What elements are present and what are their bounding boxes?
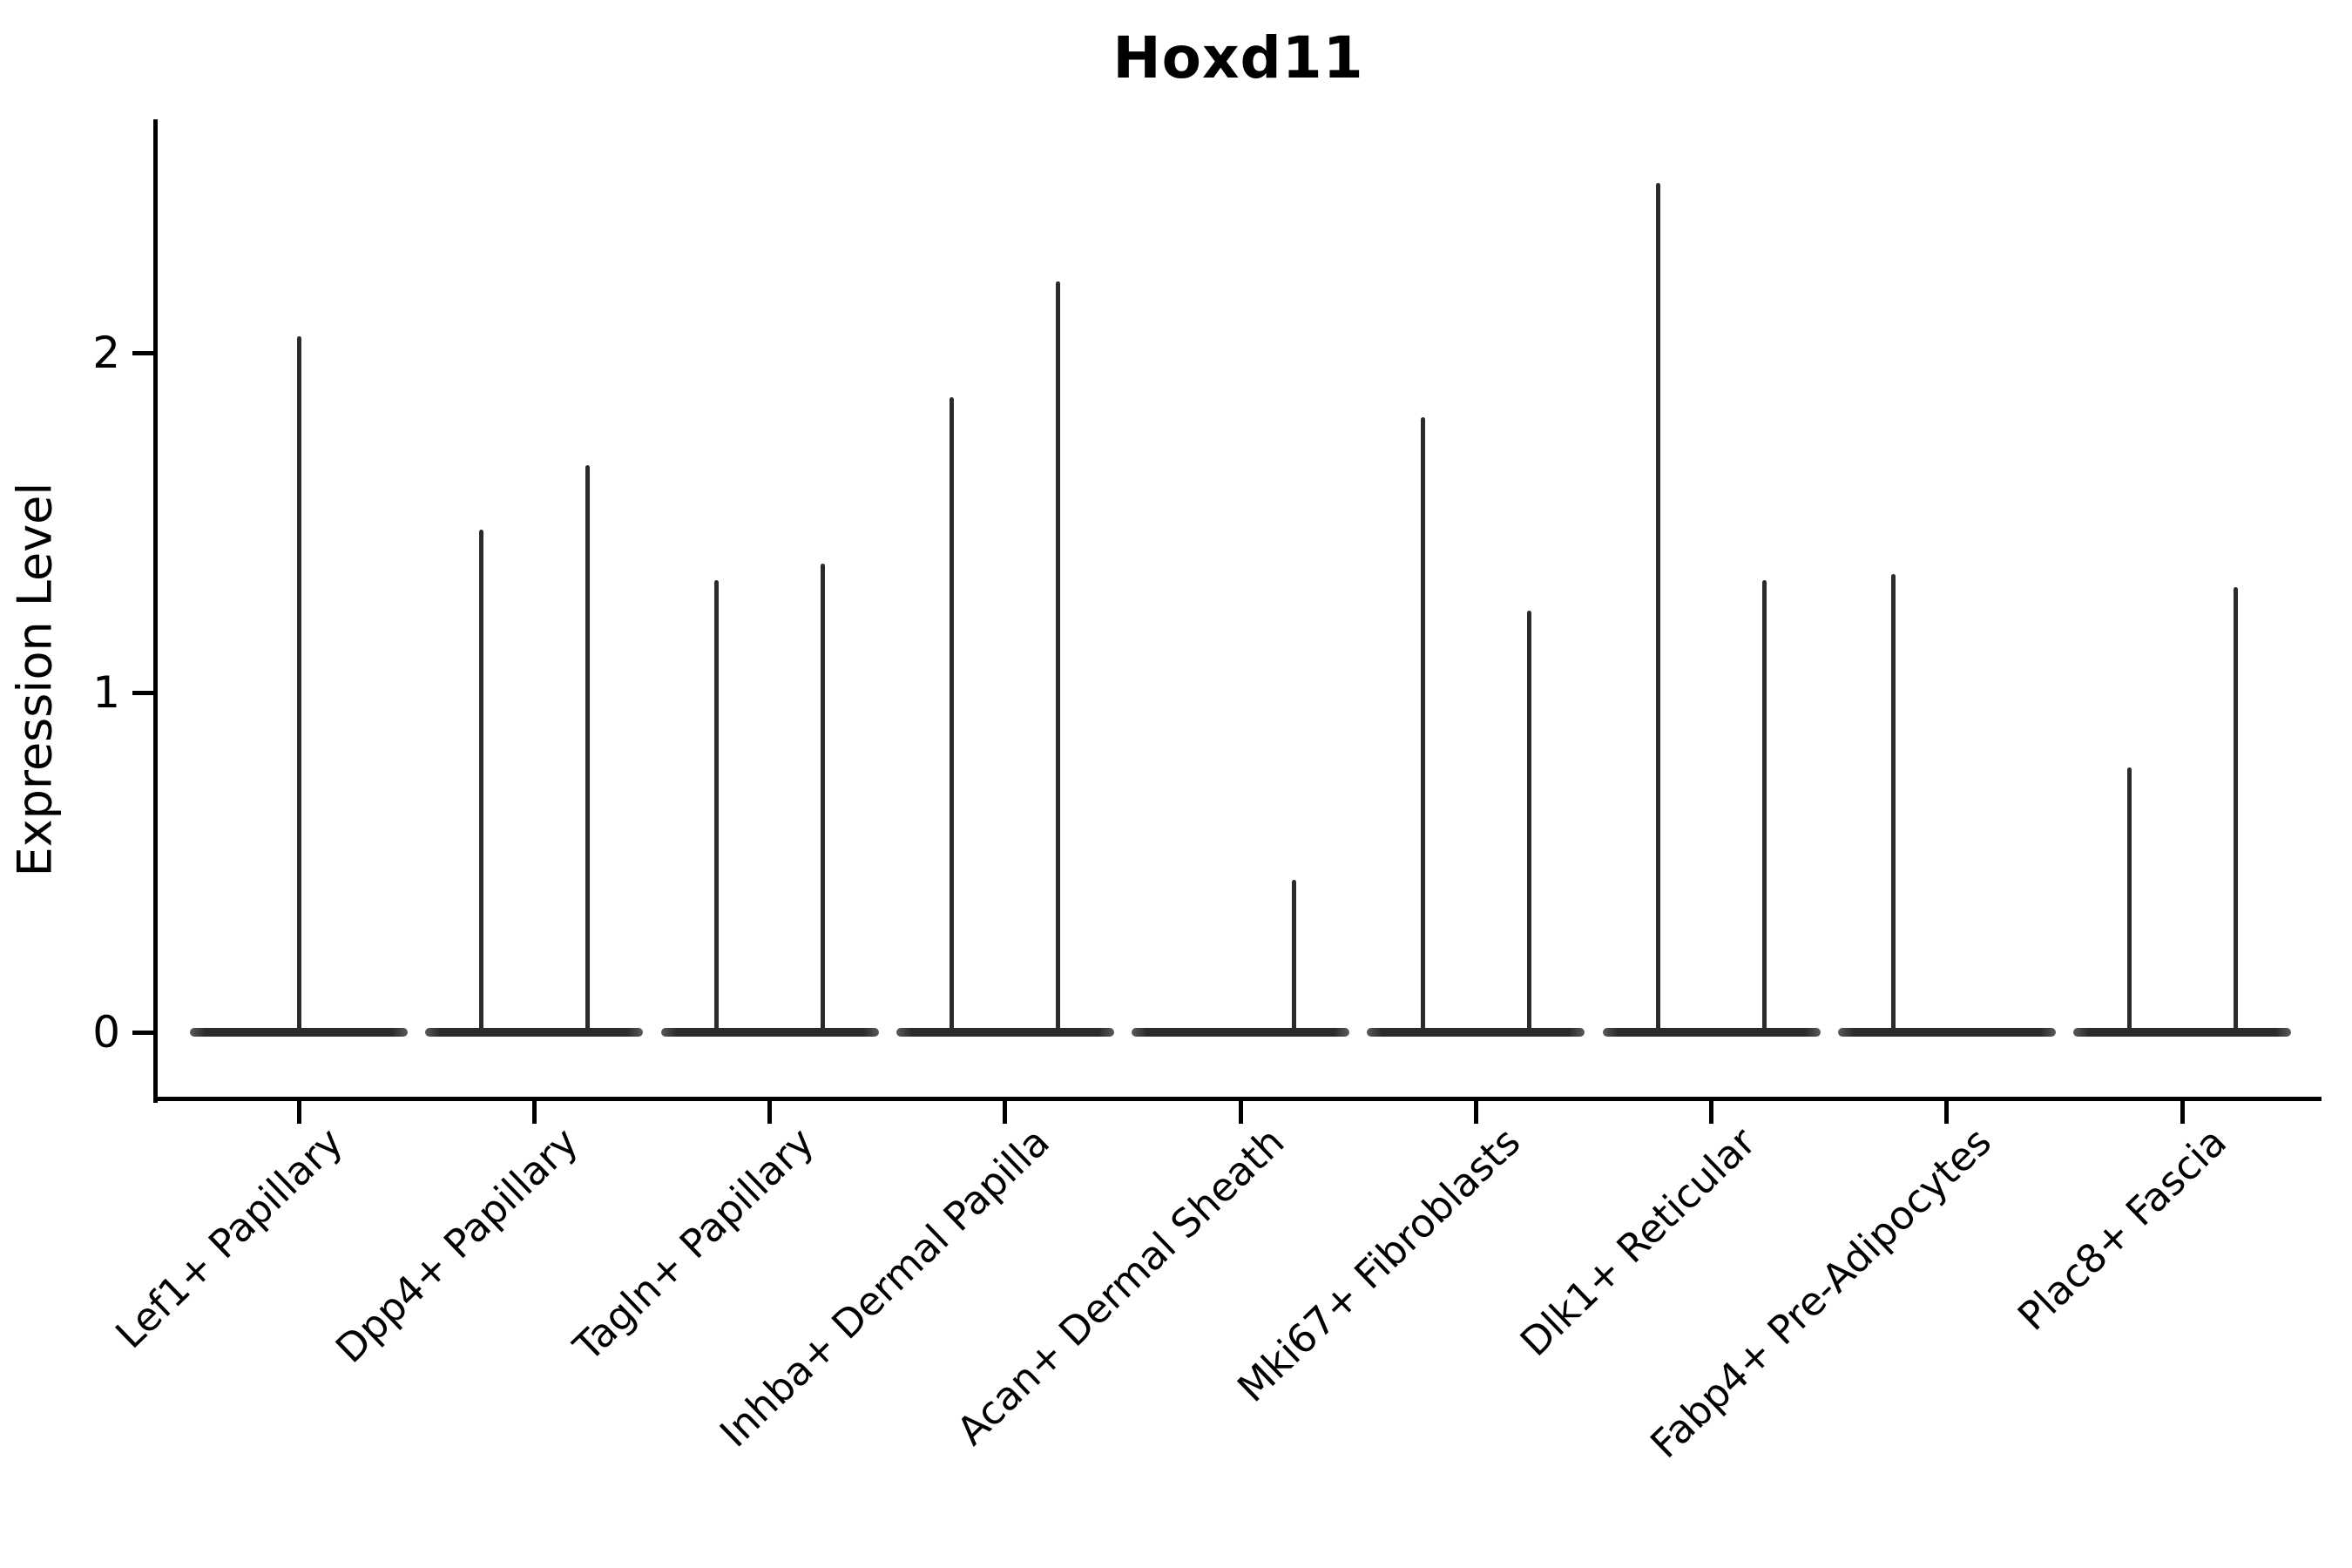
violin-max-spike <box>478 529 483 1035</box>
violin-max-spike <box>2126 767 2132 1035</box>
violin-baseline <box>2073 1028 2291 1037</box>
x-tick-mark <box>296 1101 301 1124</box>
x-tick-mark <box>531 1101 537 1124</box>
x-tick-mark <box>767 1101 772 1124</box>
y-tick-mark <box>132 1031 155 1035</box>
x-tick-label: Plac8+ Fascia <box>2008 1119 2235 1340</box>
violin-max-spike <box>1762 580 1767 1035</box>
y-axis-spine <box>153 119 158 1103</box>
violin-max-spike <box>1420 417 1425 1035</box>
violin-baseline <box>1837 1028 2056 1037</box>
violin-max-spike <box>585 464 590 1035</box>
violin-max-spike <box>821 563 825 1035</box>
x-tick-mark <box>1944 1101 1950 1124</box>
violin-baseline <box>1367 1028 1585 1037</box>
y-tick-label: 0 <box>92 1007 120 1058</box>
chart-title: Hoxd11 <box>1112 24 1364 91</box>
x-tick-mark <box>1709 1101 1713 1124</box>
y-tick-mark <box>132 691 155 695</box>
x-tick-label: Dpp4+ Papillary <box>327 1119 588 1372</box>
x-tick-label: Dlk1+ Reticular <box>1511 1119 1765 1366</box>
x-tick-mark <box>1473 1101 1478 1124</box>
violin-max-spike <box>296 335 301 1035</box>
x-tick-mark <box>2180 1101 2185 1124</box>
violin-max-spike <box>1526 611 1531 1035</box>
x-tick-label: Lef1+ Papillary <box>106 1119 352 1358</box>
violin-max-spike <box>714 580 719 1035</box>
x-tick-mark <box>1003 1101 1008 1124</box>
y-tick-label: 2 <box>92 328 120 378</box>
violin-baseline <box>660 1028 879 1037</box>
violin-baseline <box>896 1028 1114 1037</box>
violin-max-spike <box>1056 281 1061 1035</box>
violin-max-spike <box>1656 183 1660 1035</box>
violin-max-spike <box>2233 587 2238 1035</box>
x-tick-mark <box>1238 1101 1243 1124</box>
y-tick-mark <box>132 351 155 355</box>
violin-baseline <box>425 1028 644 1037</box>
violin-baseline <box>1602 1028 1821 1037</box>
x-tick-label: Tagln+ Papillary <box>564 1119 823 1370</box>
x-axis-spine <box>153 1097 2322 1101</box>
violin-baseline <box>1132 1028 1349 1037</box>
violin-max-spike <box>1291 879 1296 1035</box>
violin-max-spike <box>950 396 955 1035</box>
violin-max-spike <box>1891 573 1896 1035</box>
y-tick-label: 1 <box>92 667 120 718</box>
